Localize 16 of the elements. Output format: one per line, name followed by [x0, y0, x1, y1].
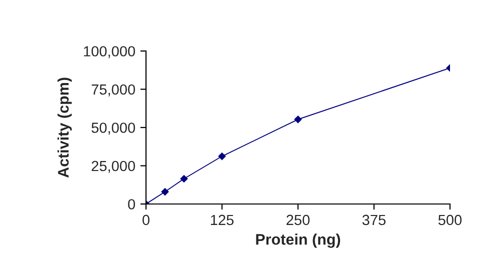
y-tick-label: 50,000: [92, 122, 136, 135]
x-tick-label: 375: [362, 214, 386, 226]
y-tick-label: 0: [128, 199, 136, 210]
x-tick-label: 125: [210, 214, 234, 226]
x-axis-title: Protein (ng): [256, 234, 340, 248]
y-axis-title: Activity (cpm): [58, 78, 72, 178]
point: [180, 174, 188, 183]
point: [161, 188, 169, 196]
y-tick-label: 100,000: [84, 46, 136, 58]
point: [294, 115, 302, 124]
point: [218, 152, 226, 160]
y-tick-label: 75,000: [92, 84, 136, 96]
x-tick-label: 250: [286, 214, 310, 226]
y-tick-label: 25,000: [92, 160, 136, 173]
x-tick-label: 0: [142, 214, 150, 226]
x-tick-label: 500: [438, 214, 462, 226]
